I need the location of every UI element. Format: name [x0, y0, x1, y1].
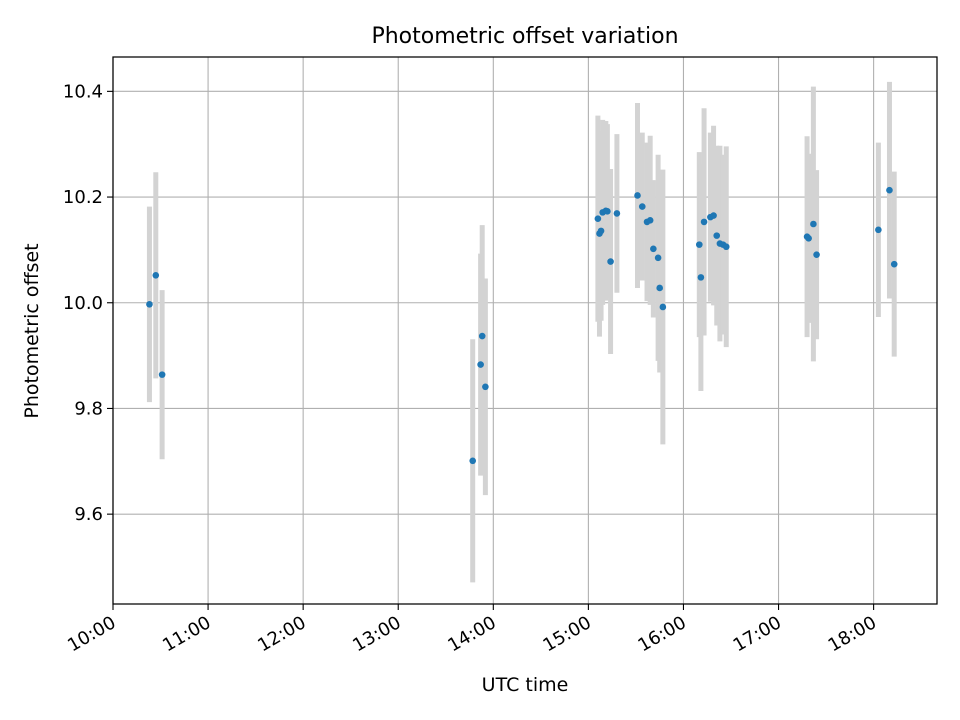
data-point: [722, 243, 730, 251]
data-point: [890, 260, 898, 268]
data-point: [604, 208, 611, 215]
y-tick-label: 10.0: [63, 293, 103, 314]
y-tick-label: 9.8: [74, 398, 103, 419]
chart-title: Photometric offset variation: [371, 24, 678, 49]
data-point: [638, 203, 646, 210]
data-point: [713, 232, 721, 239]
y-axis-ticks: 9.6 9.8 10.0 10.2 10.4: [63, 81, 113, 525]
data-point: [659, 303, 667, 311]
data-point: [700, 218, 708, 226]
data-point: [607, 258, 614, 265]
y-tick-label: 9.6: [74, 504, 103, 525]
data-point: [597, 227, 605, 235]
data-point: [478, 332, 486, 340]
data-point: [696, 241, 703, 248]
data-point: [158, 371, 166, 378]
data-point: [594, 215, 602, 223]
data-point: [805, 234, 812, 242]
y-axis-label: Photometric offset: [21, 243, 43, 418]
data-point: [875, 226, 882, 234]
data-point: [477, 361, 484, 368]
plot-frame: [112, 56, 938, 605]
data-point: [146, 301, 153, 308]
grid: [112, 57, 937, 604]
y-tick-label: 10.4: [63, 81, 103, 102]
data-point: [710, 212, 717, 219]
data-point: [634, 192, 641, 199]
data-points: [146, 186, 898, 465]
data-point: [152, 271, 160, 279]
data-point: [656, 284, 663, 292]
data-point: [810, 220, 817, 228]
data-point: [469, 457, 477, 465]
data-point: [697, 274, 705, 281]
data-point: [813, 251, 820, 258]
data-point: [646, 217, 654, 224]
data-point: [482, 383, 489, 391]
data-point: [886, 186, 893, 194]
y-tick-label: 10.2: [63, 187, 103, 208]
data-point: [650, 245, 657, 253]
data-point: [613, 210, 621, 217]
x-axis-label: UTC time: [482, 674, 569, 696]
data-point: [654, 254, 662, 262]
